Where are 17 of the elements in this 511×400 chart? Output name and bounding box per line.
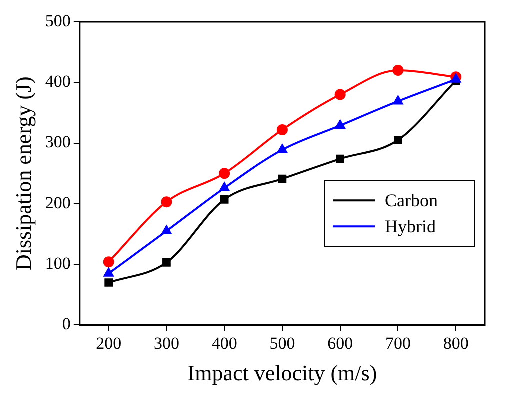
x-tick-label: 300: [154, 334, 180, 353]
x-tick-label: 500: [270, 334, 296, 353]
x-tick-label: 400: [212, 334, 238, 353]
x-axis-title: Impact velocity (m/s): [188, 360, 378, 386]
y-tick-label: 200: [45, 193, 71, 212]
y-tick-label: 400: [45, 72, 71, 92]
y-axis-title: Dissipation energy (J): [10, 76, 36, 271]
x-tick-label: 700: [385, 334, 411, 353]
y-tick-label: 100: [45, 254, 71, 274]
legend-label: Carbon: [385, 190, 438, 210]
x-tick-label: 600: [328, 334, 354, 353]
x-tick-label: 200: [96, 334, 122, 353]
legend-label: Hybrid: [385, 216, 436, 236]
x-tick-label: 800: [443, 334, 469, 353]
y-tick-label: 300: [45, 132, 71, 152]
y-tick-label: 0: [62, 314, 71, 334]
y-tick-label: 500: [45, 11, 71, 30]
